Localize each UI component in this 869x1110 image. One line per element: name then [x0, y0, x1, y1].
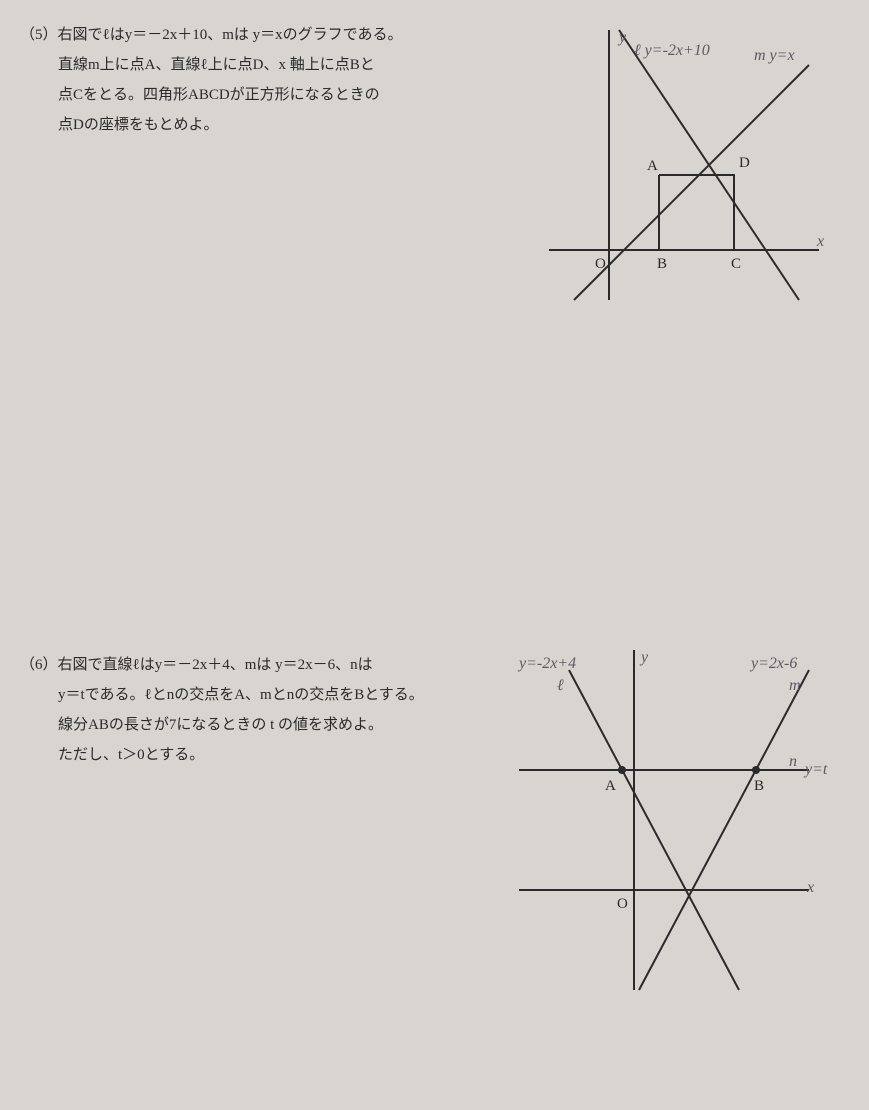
problem-6-number: （6） [20, 657, 58, 673]
origin-label: O [595, 256, 606, 272]
label-A: A [605, 778, 616, 794]
y-axis-label: y [639, 649, 649, 666]
problem-6-l3: 線分ABの長さが7になるときの t の値を求めよ。 [20, 710, 500, 740]
annotation-n-eq: y=t [803, 761, 828, 778]
label-B: B [754, 778, 764, 794]
label-C: C [731, 256, 741, 272]
spacer [20, 400, 849, 650]
problem-5-l1: 右図でℓはy＝－2x＋10、mは y＝xのグラフである。 [58, 27, 403, 43]
label-A: A [647, 158, 658, 174]
y-axis-label: y [617, 29, 627, 46]
problem-6: （6）右図で直線ℓはy＝－2x＋4、mは y＝2x－6、nは y＝tである。ℓと… [20, 650, 849, 1050]
annotation-l-eq: y=-2x+4 [517, 655, 576, 672]
annotation-m-eq: y=2x-6 [749, 655, 797, 672]
x-axis-label: x [816, 233, 824, 250]
problem-6-line-1: （6）右図で直線ℓはy＝－2x＋4、mは y＝2x－6、nは [20, 650, 500, 680]
point-A [618, 766, 626, 774]
problem-5-l4: 点Dの座標をもとめよ。 [20, 110, 500, 140]
annotation-n: n [789, 753, 797, 770]
problem-6-svg: O x y A B y=-2x+4 ℓ y=2x-6 m n y=t [509, 640, 839, 1010]
problem-5-figure: O x y A D B C ℓ y=-2x+10 m y=x [529, 20, 839, 320]
problem-6-l2: y＝tである。ℓとnの交点をA、mとnの交点をBとする。 [20, 680, 500, 710]
problem-5-l3: 点Cをとる。四角形ABCDが正方形になるときの [20, 80, 500, 110]
problem-6-l1: 右図で直線ℓはy＝－2x＋4、mは y＝2x－6、nは [58, 657, 373, 673]
problem-5-line-1: （5）右図でℓはy＝－2x＋10、mは y＝xのグラフである。 [20, 20, 500, 50]
line-l-graph [619, 30, 799, 300]
x-axis-label: x [806, 879, 814, 896]
line-l-graph [569, 670, 739, 990]
annotation-l: ℓ [557, 677, 564, 694]
problem-5-l2: 直線m上に点A、直線ℓ上に点D、x 軸上に点Bと [20, 50, 500, 80]
label-B: B [657, 256, 667, 272]
problem-6-l4: ただし、t＞0とする。 [20, 740, 500, 770]
label-D: D [739, 155, 750, 171]
problem-5-svg: O x y A D B C ℓ y=-2x+10 m y=x [529, 20, 839, 320]
problem-5-text: （5）右図でℓはy＝－2x＋10、mは y＝xのグラフである。 直線m上に点A、… [20, 20, 500, 140]
annotation-m: m y=x [754, 47, 795, 64]
point-B [752, 766, 760, 774]
problem-5-number: （5） [20, 27, 58, 43]
line-m-graph [639, 670, 809, 990]
annotation-l: ℓ y=-2x+10 [634, 42, 710, 59]
problem-6-figure: O x y A B y=-2x+4 ℓ y=2x-6 m n y=t [509, 640, 839, 1010]
annotation-m: m [789, 677, 801, 694]
problem-5: （5）右図でℓはy＝－2x＋10、mは y＝xのグラフである。 直線m上に点A、… [20, 20, 849, 360]
problem-6-text: （6）右図で直線ℓはy＝－2x＋4、mは y＝2x－6、nは y＝tである。ℓと… [20, 650, 500, 770]
origin-label: O [617, 896, 628, 912]
